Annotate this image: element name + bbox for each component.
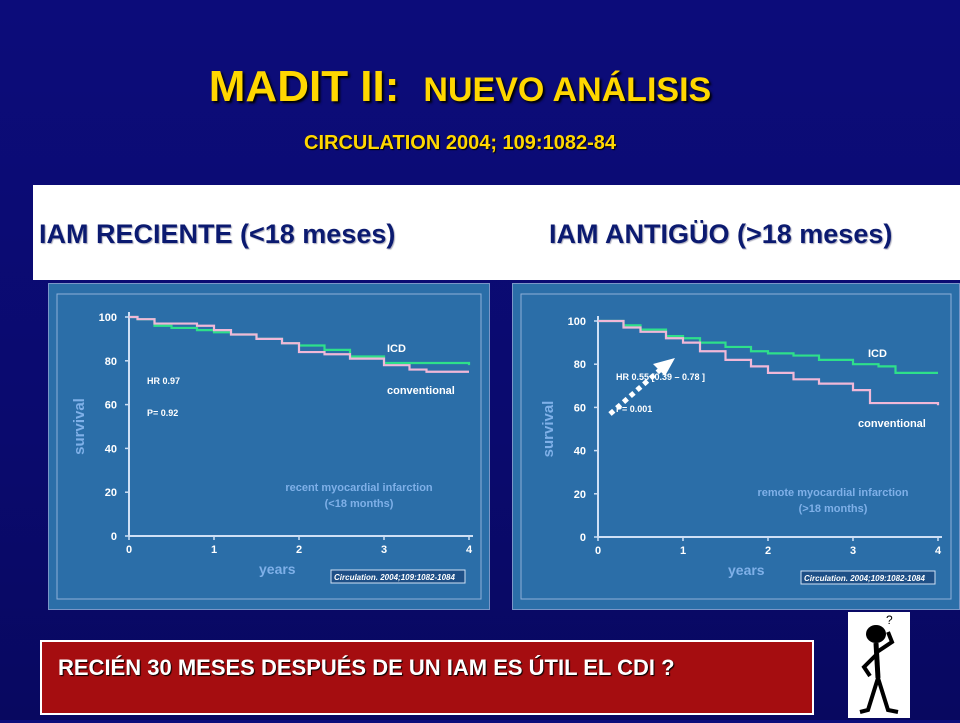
source-label: Circulation. 2004;109:1082-1084 xyxy=(334,573,456,582)
x-tick-label: 3 xyxy=(381,544,387,556)
plot-area xyxy=(56,293,482,600)
y-tick-label: 100 xyxy=(99,312,117,324)
stat-label: P= 0.92 xyxy=(147,408,178,418)
x-tick-label: 0 xyxy=(126,544,132,556)
y-tick-label: 100 xyxy=(568,316,586,328)
annotation-label: recent myocardial infarction xyxy=(285,482,433,494)
annotation-label: (>18 months) xyxy=(799,503,868,515)
annotation-label: remote myocardial infarction xyxy=(758,487,909,499)
stat-label: HR 0.55 [0.39 – 0.78 ] xyxy=(616,372,705,382)
y-axis-label: survival xyxy=(71,398,88,455)
slide-title: MADIT II: NUEVO ANÁLISIS xyxy=(0,62,920,112)
band-left-label: IAM RECIENTE (<18 meses) xyxy=(39,219,396,249)
y-tick-label: 80 xyxy=(105,356,117,368)
chart-remote: 0 20 40 60 80 100 0 1 2 3 4 years survival ICD convent… xyxy=(520,293,952,600)
comparison-band: IAM RECIENTE (<18 meses) IAM ANTIGÜO (>1… xyxy=(33,185,960,280)
source-label: Circulation. 2004;109:1082-1084 xyxy=(804,574,926,583)
y-tick-label: 0 xyxy=(580,532,586,544)
y-axis-label: survival xyxy=(540,401,557,458)
x-tick-label: 0 xyxy=(595,545,601,557)
stat-label: P= 0.001 xyxy=(616,404,652,414)
band-right-label: IAM ANTIGÜO (>18 meses) xyxy=(549,219,893,249)
y-tick-label: 20 xyxy=(574,489,586,501)
y-tick-label: 40 xyxy=(574,446,586,458)
plot-area xyxy=(520,293,952,600)
chart-panel-recent: 0 20 40 60 80 100 0 1 2 3 4 years survival ICD convent… xyxy=(48,283,490,610)
thinking-figure-icon: ? xyxy=(859,613,899,714)
y-tick-label: 0 xyxy=(111,531,117,543)
x-tick-label: 1 xyxy=(680,545,686,557)
x-tick-label: 4 xyxy=(466,544,473,556)
x-tick-label: 3 xyxy=(850,545,856,557)
legend-label-conventional: conventional xyxy=(387,385,455,397)
x-tick-label: 1 xyxy=(211,544,217,556)
series-line-conventional xyxy=(129,315,469,373)
source-box xyxy=(800,570,936,585)
source-box xyxy=(330,569,466,584)
legend-label-icd: ICD xyxy=(868,348,887,360)
legend-label-icd: ICD xyxy=(387,343,406,355)
dotted-arrow-head xyxy=(653,358,675,376)
x-tick-label: 2 xyxy=(765,545,771,557)
y-tick-label: 20 xyxy=(105,487,117,499)
y-tick-label: 60 xyxy=(105,400,117,412)
x-tick-label: 2 xyxy=(296,544,302,556)
thinking-figure: ? xyxy=(848,612,910,718)
legend-label-conventional: conventional xyxy=(858,418,926,430)
chart-panel-remote: 0 20 40 60 80 100 0 1 2 3 4 years survival ICD convent… xyxy=(512,283,960,610)
conclusion-note: RECIÉN 30 MESES DESPUÉS DE UN IAM ES ÚTI… xyxy=(40,640,814,715)
series-line-conventional xyxy=(598,319,940,406)
y-tick-label: 80 xyxy=(574,359,586,371)
x-axis-label: years xyxy=(259,561,296,577)
x-tick-label: 4 xyxy=(935,545,942,557)
citation: CIRCULATION 2004; 109:1082-84 xyxy=(304,132,616,154)
y-tick-label: 40 xyxy=(105,443,117,455)
y-tick-label: 60 xyxy=(574,402,586,414)
annotation-label: (<18 months) xyxy=(325,498,394,510)
dotted-arrow-shaft xyxy=(608,367,663,416)
x-axis-label: years xyxy=(728,562,765,578)
title-main: MADIT II: xyxy=(208,62,400,111)
figure-question-mark: ? xyxy=(886,613,893,627)
chart-recent: 0 20 40 60 80 100 0 1 2 3 4 years survival ICD convent… xyxy=(56,293,482,600)
title-sub: NUEVO ANÁLISIS xyxy=(423,71,712,109)
stat-label: HR 0.97 xyxy=(147,376,180,386)
